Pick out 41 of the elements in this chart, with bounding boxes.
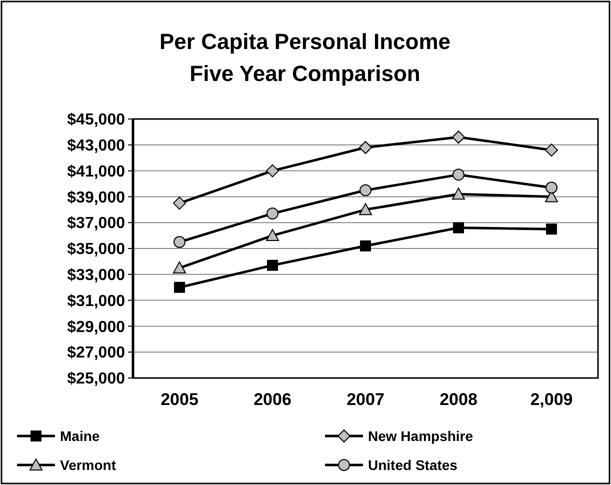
y-tick-label: $33,000: [67, 267, 126, 284]
y-tick-label: $37,000: [67, 215, 126, 232]
point: [546, 182, 558, 194]
y-tick-label: $35,000: [67, 241, 126, 258]
point: [173, 261, 186, 274]
point: [452, 130, 465, 144]
point: [174, 282, 185, 293]
point: [360, 240, 371, 252]
x-tick-label: 2,009: [530, 390, 573, 409]
point: [452, 168, 464, 181]
y-tick-label: $43,000: [67, 138, 126, 154]
point: [266, 164, 279, 178]
chart-subtitle: Five Year Comparison: [190, 61, 420, 86]
x-tick-label: 2006: [254, 390, 292, 409]
point: [359, 140, 372, 154]
y-tick-label: $29,000: [67, 318, 126, 336]
y-tick-label: $31,000: [67, 292, 126, 310]
legend-label: Vermont: [60, 456, 116, 473]
point: [546, 224, 557, 235]
y-tick-label: $25,000: [67, 370, 126, 388]
y-tick-label: $45,000: [67, 112, 126, 129]
y-tick-label: $39,000: [67, 189, 126, 206]
point: [266, 208, 278, 220]
legend-label: United States: [368, 456, 458, 473]
y-tick-label: $41,000: [67, 163, 126, 180]
x-tick-label: 2008: [440, 390, 478, 409]
legend-label: Maine: [60, 428, 100, 444]
point: [267, 260, 278, 271]
point: [453, 222, 464, 234]
point: [174, 236, 186, 248]
point: [452, 188, 465, 200]
legend-label: New Hampshire: [368, 428, 474, 444]
x-tick-label: 2005: [160, 390, 198, 409]
x-tick-label: 2007: [346, 390, 384, 409]
y-tick-label: $27,000: [67, 344, 126, 362]
point: [359, 203, 372, 216]
point: [545, 144, 558, 157]
point: [173, 196, 186, 210]
point: [266, 229, 279, 242]
chart-title: Per Capita Personal Income: [160, 29, 450, 54]
point: [360, 184, 372, 196]
